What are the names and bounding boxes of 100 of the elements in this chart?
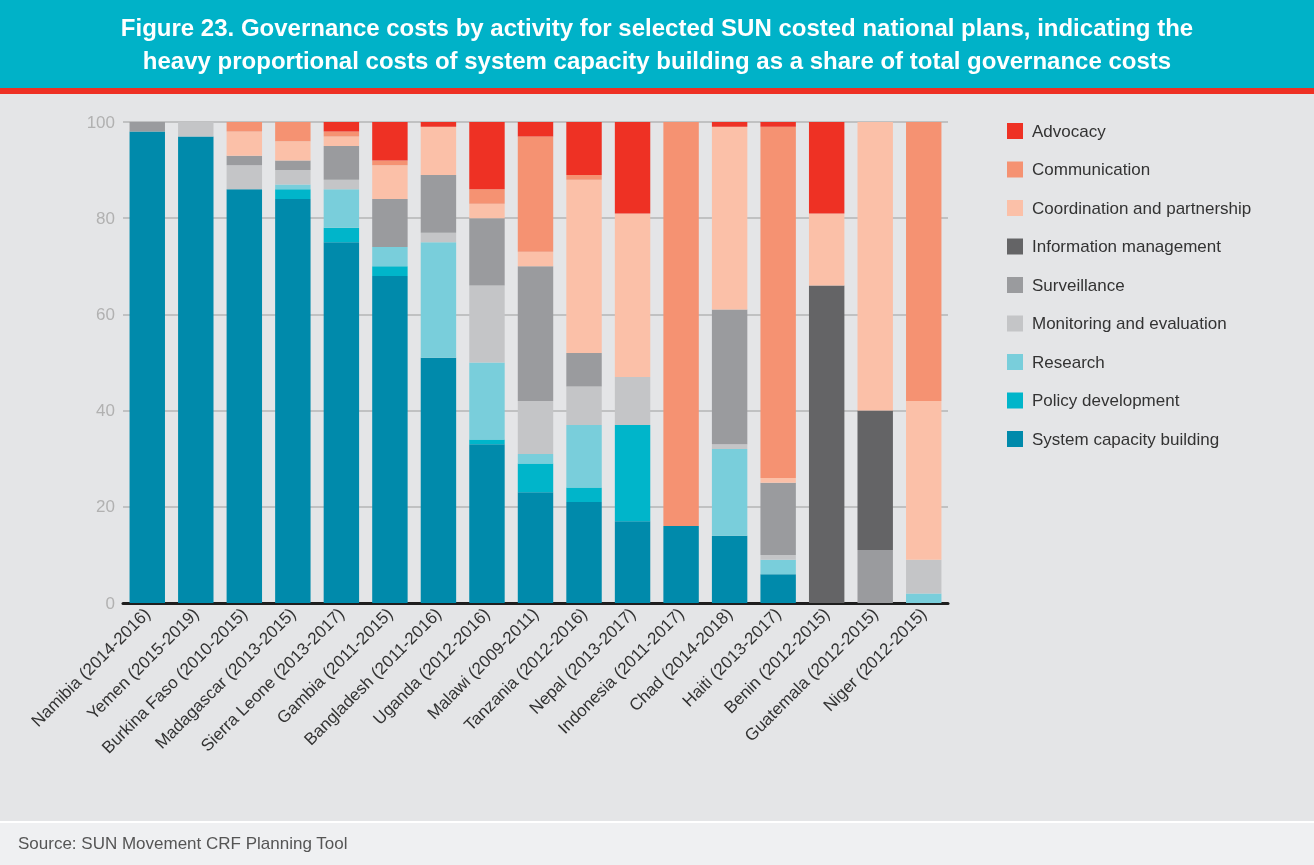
bar (614, 521, 651, 603)
bar (226, 189, 263, 603)
bar (226, 122, 263, 132)
bar (517, 122, 554, 137)
bar (323, 122, 360, 132)
bar (760, 554, 796, 560)
bar (566, 386, 602, 426)
bar (275, 189, 311, 199)
bar (760, 477, 796, 483)
bar (129, 122, 165, 132)
bar (614, 425, 651, 522)
bar (614, 213, 651, 377)
bar (469, 189, 505, 204)
legend-label: Surveillance (1032, 275, 1125, 295)
bar (517, 463, 554, 493)
bar (372, 122, 408, 161)
bar (469, 439, 505, 445)
bar (275, 198, 311, 603)
bar (469, 122, 505, 190)
bar (469, 444, 505, 603)
legend-label: System capacity building (1032, 429, 1220, 449)
source-note: Source: SUN Movement CRF Planning Tool (18, 834, 348, 854)
bar (760, 126, 796, 478)
bar (566, 179, 602, 353)
bar (614, 376, 651, 426)
bar (323, 136, 360, 147)
bar (323, 189, 360, 228)
bar (226, 131, 263, 156)
bar (323, 227, 360, 243)
bar (178, 136, 214, 603)
bar (711, 535, 748, 603)
legend-label: Coordination and partnership (1032, 198, 1252, 218)
bar (517, 492, 554, 603)
bar (566, 122, 602, 175)
chart-title: Figure 23. Governance costs by activity for selected SUN costed national plans, indicating the heavy proportional costs of system capacity building as a share of total governance costs (119, 13, 1195, 76)
bar (275, 122, 311, 142)
bar (469, 362, 505, 440)
bar (663, 526, 699, 603)
bar (420, 357, 457, 603)
bar (517, 453, 554, 464)
bar (614, 122, 651, 214)
bar (517, 400, 554, 454)
bar (711, 444, 748, 450)
bar (517, 266, 554, 401)
bar (906, 559, 942, 594)
bar (566, 501, 602, 603)
bar (517, 136, 554, 252)
bar (372, 198, 408, 248)
legend-label: Advocacy (1032, 121, 1107, 141)
bar (808, 122, 845, 214)
bar (469, 203, 505, 219)
bar (372, 160, 408, 166)
bar (372, 247, 408, 267)
bar (372, 165, 408, 199)
bar (566, 352, 602, 387)
bar (420, 232, 457, 243)
bar (420, 242, 457, 358)
bar (711, 126, 748, 310)
bar (760, 559, 796, 575)
bar (711, 309, 748, 445)
bar (226, 155, 263, 166)
bar (566, 425, 602, 488)
bar (226, 165, 263, 190)
bar (275, 160, 311, 171)
bar (129, 131, 165, 603)
legend-label: Information management (1032, 237, 1222, 256)
bar (906, 400, 942, 560)
bar (469, 218, 505, 286)
bar (323, 179, 360, 190)
bar (372, 275, 408, 603)
bar (760, 574, 796, 603)
bar (906, 593, 942, 603)
bar (760, 482, 796, 555)
legend-label: Policy development (1032, 391, 1180, 410)
bar (663, 122, 699, 527)
bar (420, 126, 457, 175)
bar (420, 122, 457, 127)
bar (808, 285, 845, 603)
legend-label: Research (1032, 352, 1105, 372)
bar (323, 146, 360, 180)
bar (711, 449, 748, 536)
bar (275, 141, 311, 161)
bar (857, 550, 893, 603)
bar (566, 174, 602, 180)
bar (323, 242, 360, 603)
bar (906, 122, 942, 401)
bar (760, 122, 796, 127)
bar (857, 410, 893, 551)
legend-label: Communication (1032, 160, 1151, 179)
bar (566, 487, 602, 502)
bar (469, 285, 505, 363)
bar (372, 266, 408, 276)
bar (808, 213, 845, 286)
bar (420, 174, 457, 233)
bar (857, 122, 893, 411)
bar (275, 170, 311, 185)
legend-label: Monitoring and evaluation (1032, 314, 1227, 333)
bar (517, 251, 554, 267)
bar (711, 122, 748, 127)
bar (178, 122, 214, 137)
